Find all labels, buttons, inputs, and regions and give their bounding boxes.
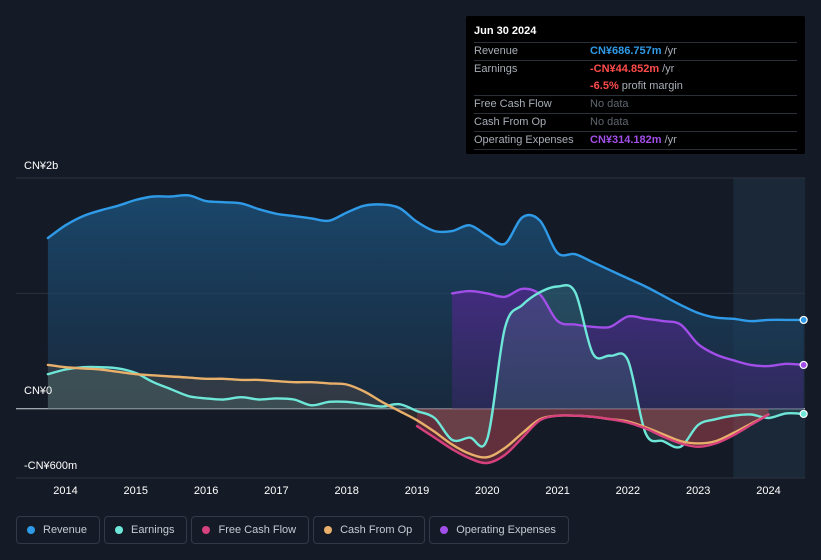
tooltip-row-revenue: Revenue CN¥686.757m/yr [474, 43, 797, 61]
x-tick-label-2023: 2023 [685, 485, 711, 497]
tooltip-row-value: CN¥314.182m [590, 134, 662, 146]
tooltip-row-operating-expenses: Operating Expenses CN¥314.182m/yr [474, 132, 797, 150]
earnings-line [46, 283, 805, 449]
tooltip-row-unit: profit margin [621, 80, 683, 92]
tooltip-row-label: Revenue [474, 45, 519, 57]
tooltip-row-unit: /yr [662, 63, 675, 75]
legend-dot-icon [324, 526, 333, 534]
tooltip-row-value: -CN¥44.852m [590, 63, 660, 75]
earnings-end-marker [799, 409, 808, 419]
tooltip-row-label: Cash From Op [474, 116, 547, 128]
x-tick-label-2024: 2024 [756, 485, 781, 497]
earnings-area [47, 285, 804, 448]
revenue-end-marker [799, 315, 808, 325]
legend-label: Cash From Op [340, 524, 413, 536]
legend-item-revenue[interactable]: Revenue [16, 516, 101, 544]
y-tick-label-zero: CN¥0 [24, 385, 53, 397]
tooltip-row-value: No data [590, 98, 629, 110]
tooltip-row-unit: /yr [664, 134, 677, 146]
revenue-line [46, 193, 805, 323]
free-cash-flow-area [417, 408, 769, 464]
chart-legend: Revenue Earnings Free Cash Flow Cash From O… [16, 516, 573, 546]
legend-dot-icon [115, 526, 124, 534]
x-tick-label-2021: 2021 [545, 485, 570, 497]
tooltip-row-value: CN¥686.757m [590, 45, 662, 57]
free-cash-flow-line [415, 413, 770, 465]
tooltip-row-label: Operating Expenses [474, 134, 574, 146]
x-tick-label-2017: 2017 [264, 485, 289, 497]
x-tick-label-2022: 2022 [615, 485, 641, 497]
legend-item-free-cash-flow[interactable]: Free Cash Flow [191, 516, 310, 544]
y-tick-label-bottom: -CN¥600m [24, 460, 78, 472]
tooltip-row-label: Free Cash Flow [474, 98, 552, 110]
tooltip-row-profit-margin: -6.5% profit margin [474, 78, 797, 96]
tooltip-row-free-cash-flow: Free Cash Flow No data [474, 96, 797, 114]
legend-label: Earnings [131, 524, 175, 536]
tooltip-rows: Revenue CN¥686.757m/yr Earnings -CN¥44.852m… [474, 43, 797, 150]
x-tick-label-2018: 2018 [334, 485, 359, 497]
legend-label: Free Cash Flow [218, 524, 297, 536]
tooltip-row-earnings: Earnings -CN¥44.852m/yr [474, 61, 797, 78]
legend-label: Operating Expenses [456, 524, 556, 536]
legend-item-earnings[interactable]: Earnings [104, 516, 188, 544]
x-tick-label-2020: 2020 [475, 485, 500, 497]
legend-label: Revenue [43, 524, 88, 536]
legend-item-cash-from-op[interactable]: Cash From Op [313, 516, 426, 544]
legend-dot-icon [202, 526, 211, 534]
tooltip-row-label [474, 78, 590, 95]
tooltip-row-label: Earnings [474, 63, 518, 75]
tooltip-row-cash-from-op: Cash From Op No data [474, 114, 797, 132]
legend-dot-icon [27, 526, 35, 534]
tooltip-row-value: No data [590, 116, 629, 128]
x-tick-label-2014: 2014 [53, 485, 78, 497]
y-tick-label-top: CN¥2b [24, 160, 59, 172]
legend-dot-icon [440, 526, 449, 534]
x-tick-label-2016: 2016 [193, 485, 219, 497]
tooltip-row-value: -6.5% [590, 80, 619, 92]
series-lines [46, 193, 805, 465]
tooltip-row-unit: /yr [664, 45, 677, 57]
x-tick-label-2019: 2019 [404, 485, 430, 497]
legend-item-operating-expenses[interactable]: Operating Expenses [429, 516, 569, 544]
series-areas [47, 195, 804, 464]
data-tooltip: Jun 30 2024 Revenue CN¥686.757m/yr Earning… [466, 16, 805, 154]
operating-expenses-area [452, 288, 804, 409]
tooltip-date: Jun 30 2024 [474, 22, 797, 43]
series-end-markers [799, 315, 808, 419]
cash-from-op-area [47, 364, 769, 458]
operating-expenses-line [450, 287, 805, 368]
x-tick-label-2015: 2015 [123, 485, 149, 497]
operating-expenses-end-marker [799, 360, 808, 370]
